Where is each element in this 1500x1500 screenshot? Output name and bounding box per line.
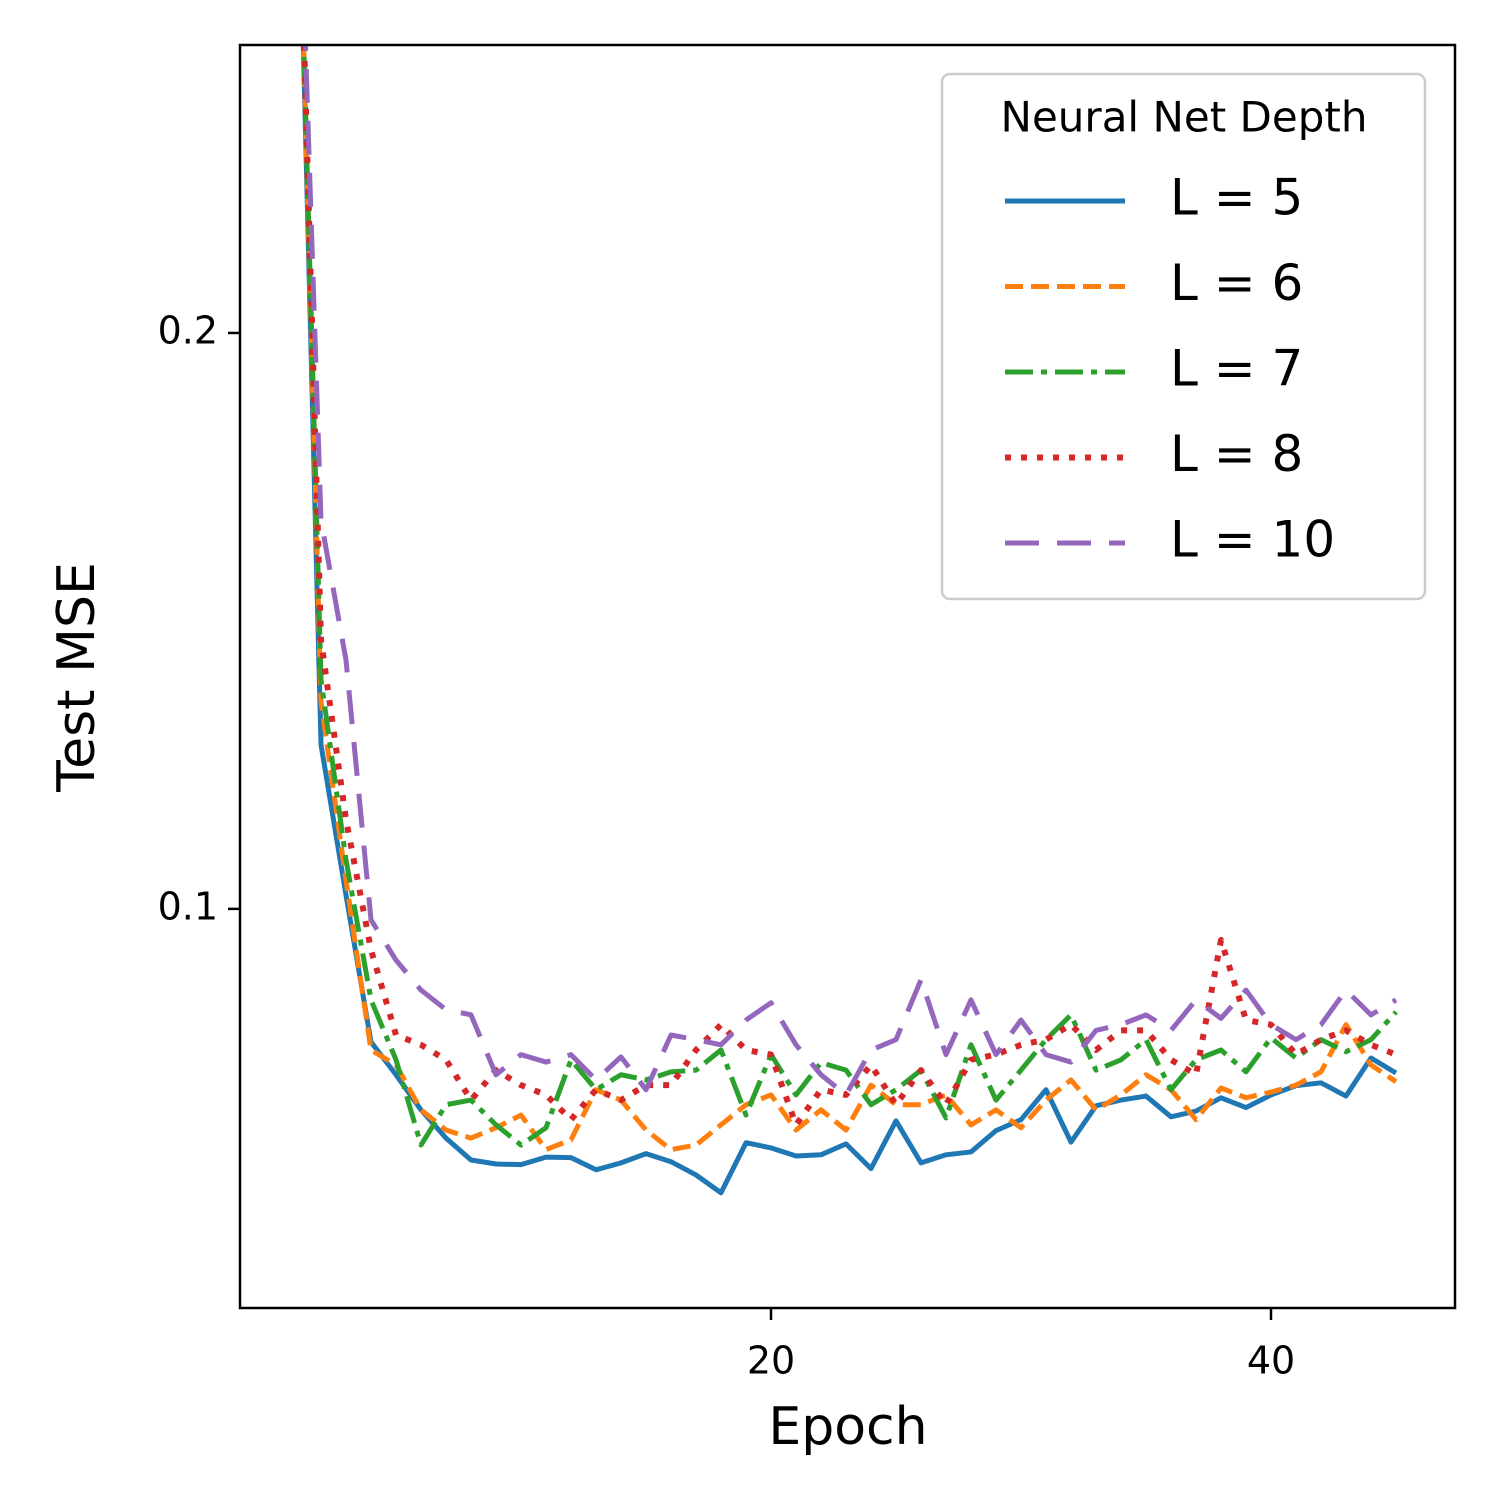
x-tick-label: 20 [747,1339,795,1383]
y-tick-label: 0.2 [158,308,218,352]
legend-label: L = 5 [1170,169,1303,227]
y-axis-label: Test MSE [47,562,107,793]
legend-label: L = 10 [1170,511,1335,569]
legend-label: L = 7 [1170,340,1303,398]
legend-title: Neural Net Depth [1001,93,1368,142]
plot-frame [238,43,1457,1310]
legend-box [940,72,1427,601]
series-line [301,45,1398,1153]
legend-label: L = 6 [1170,254,1303,312]
legend: Neural Net Depth L = 5 L = 6 L = 7 L = 8 L =… [940,72,1427,601]
x-axis-label: Epoch [768,1397,927,1457]
series-line [302,45,1398,1098]
x-tick-label: 40 [1247,1339,1295,1383]
y-tick-label: 0.1 [158,884,218,928]
legend-label: L = 8 [1170,425,1303,483]
plot-lines [300,45,1398,1196]
series-line [301,45,1398,1128]
series-line [301,45,1398,1148]
